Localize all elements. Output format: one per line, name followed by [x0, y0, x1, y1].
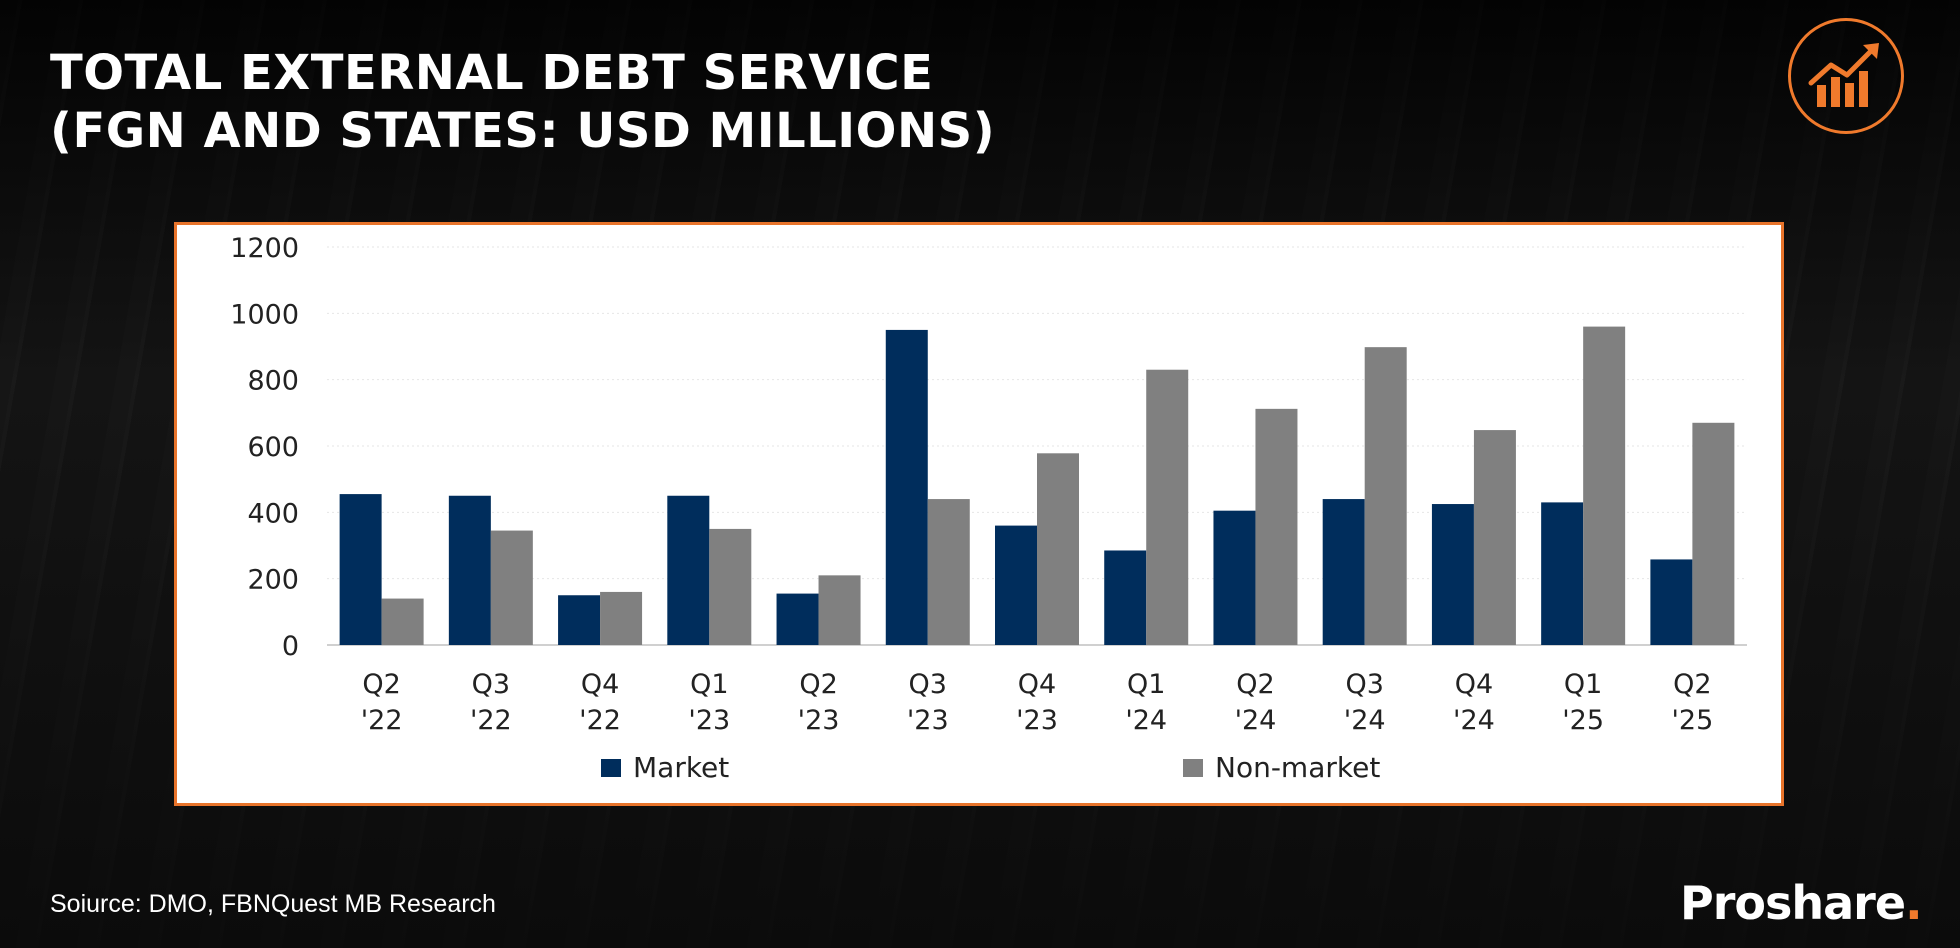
legend-swatch — [1183, 759, 1203, 777]
bar-market — [448, 495, 491, 645]
page-title: TOTAL EXTERNAL DEBT SERVICE (FGN AND STA… — [50, 44, 995, 160]
bar-chart: 0 200 400 600 800 1000 1200 Q2 '22 Q3 '22 Q4 '22 Q1 '2… — [230, 233, 1747, 784]
x-tick-label: '24 — [1235, 705, 1277, 736]
x-tick-label: '23 — [1016, 705, 1058, 736]
y-tick-label: 1200 — [230, 233, 299, 264]
bar-market — [885, 329, 928, 645]
bar-market — [995, 525, 1037, 645]
y-tick-label: 400 — [247, 498, 299, 529]
x-tick-label: '23 — [907, 705, 949, 736]
x-tick-label: Q3 — [472, 669, 510, 700]
bar-non-market — [490, 530, 533, 645]
x-tick-label: '24 — [1453, 705, 1495, 736]
bar-non-market — [709, 528, 752, 645]
bar-non-market — [1037, 453, 1079, 645]
bar-market — [1104, 550, 1147, 645]
x-tick-label: Q2 — [1236, 669, 1274, 700]
x-tick-label: Q1 — [1564, 669, 1602, 700]
bar-non-market — [818, 575, 861, 645]
bar-non-market — [927, 499, 970, 645]
x-tick-label: Q2 — [799, 669, 837, 700]
bar-non-market — [1364, 347, 1407, 645]
x-tick-label: Q2 — [1673, 669, 1711, 700]
bar-non-market — [1583, 326, 1626, 645]
x-tick-label: '24 — [1344, 705, 1386, 736]
chart-panel: 0 200 400 600 800 1000 1200 Q2 '22 Q3 '22 Q4 '22 Q1 '2… — [174, 222, 1784, 806]
legend-label: Market — [633, 751, 729, 784]
x-tick-label: '23 — [688, 705, 730, 736]
x-tick-label: '22 — [361, 705, 403, 736]
y-tick-label: 0 — [282, 631, 299, 662]
brand-dot: . — [1905, 876, 1923, 930]
x-tick-label: '22 — [470, 705, 512, 736]
bar-market — [776, 593, 819, 645]
y-tick-label: 1000 — [230, 299, 299, 330]
bar-market — [1322, 499, 1365, 645]
bar-non-market — [1146, 369, 1189, 645]
x-tick-label: Q4 — [1018, 669, 1056, 700]
x-tick-label: Q4 — [1455, 669, 1493, 700]
brand-logo: Proshare. — [1680, 876, 1923, 930]
x-tick-label: Q3 — [1345, 669, 1383, 700]
x-tick-label: '25 — [1562, 705, 1604, 736]
bar-non-market — [1692, 422, 1735, 645]
x-tick-label: Q1 — [1127, 669, 1165, 700]
bar-market — [1541, 502, 1584, 645]
growth-chart-icon — [1788, 18, 1904, 134]
bar-non-market — [600, 591, 643, 645]
legend-label: Non-market — [1215, 751, 1380, 784]
x-tick-label: Q1 — [690, 669, 728, 700]
title-line-2: (FGN AND STATES: USD MILLIONS) — [50, 103, 996, 159]
bar-non-market — [1473, 430, 1516, 645]
x-tick-label: '23 — [798, 705, 840, 736]
x-tick-label: '25 — [1671, 705, 1713, 736]
bar-market — [558, 595, 601, 645]
x-tick-label: Q4 — [581, 669, 619, 700]
bar-market — [1431, 504, 1474, 645]
y-tick-label: 200 — [247, 565, 299, 596]
legend-swatch — [601, 759, 621, 777]
brand-name: Proshare — [1680, 876, 1906, 930]
bar-market — [1650, 559, 1693, 645]
bar-market — [339, 494, 382, 645]
y-tick-label: 600 — [247, 432, 299, 463]
x-tick-label: '24 — [1125, 705, 1167, 736]
bar-market — [667, 495, 710, 645]
title-line-1: TOTAL EXTERNAL DEBT SERVICE — [50, 45, 934, 101]
x-tick-label: '22 — [579, 705, 621, 736]
bar-non-market — [1255, 408, 1298, 645]
x-tick-label: Q2 — [362, 669, 400, 700]
source-note: Soiurce: DMO, FBNQuest MB Research — [50, 890, 496, 918]
bar-market — [1213, 510, 1256, 645]
x-tick-label: Q3 — [909, 669, 947, 700]
bar-non-market — [381, 598, 424, 645]
y-tick-label: 800 — [247, 366, 299, 397]
